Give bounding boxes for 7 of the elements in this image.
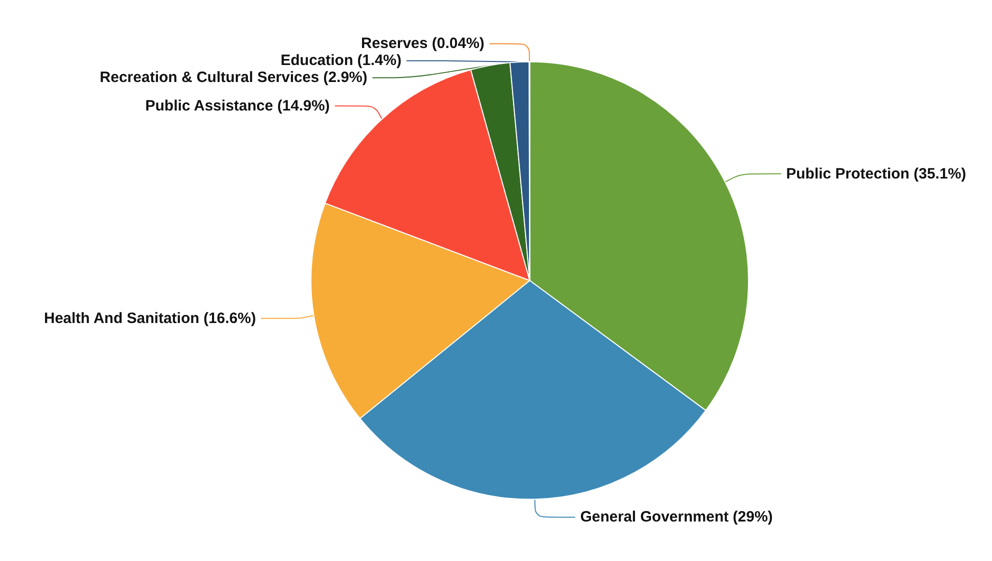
slice-label: Public Assistance (14.9%) <box>145 97 330 114</box>
slice-label: Public Protection (35.1%) <box>786 165 966 182</box>
slice-label: Recreation & Cultural Services (2.9%) <box>100 69 368 86</box>
slice-label: General Government (29%) <box>580 508 773 526</box>
slice-label: Health And Sanitation (16.6%) <box>44 310 256 327</box>
slice-label: Reserves (0.04%) <box>361 35 484 52</box>
slice-label: Education (1.4%) <box>280 52 402 70</box>
